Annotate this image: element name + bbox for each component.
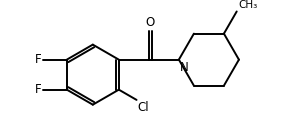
Text: N: N <box>179 61 188 74</box>
Text: CH₃: CH₃ <box>238 0 257 10</box>
Text: O: O <box>146 16 155 29</box>
Text: Cl: Cl <box>137 101 149 114</box>
Text: F: F <box>35 83 41 96</box>
Text: F: F <box>35 53 41 66</box>
